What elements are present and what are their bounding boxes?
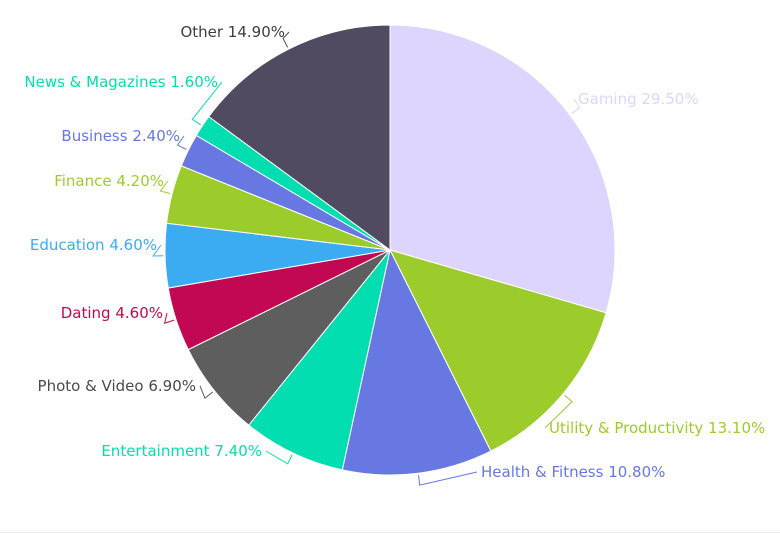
- leader-line: [544, 394, 573, 429]
- leader-lines: [152, 31, 581, 486]
- slice-label: Dating 4.60%: [61, 304, 163, 322]
- leader-line: [418, 471, 478, 486]
- slice-label: Entertainment 7.40%: [101, 442, 262, 460]
- leader-line: [199, 385, 214, 400]
- pie-slice-health-fitness: [341, 248, 492, 476]
- bottom-divider: [0, 532, 780, 533]
- pie-slice-utility-productivity: [389, 249, 607, 452]
- pie-slice-entertainment: [248, 249, 391, 471]
- leader-line: [159, 180, 171, 194]
- leader-line: [265, 450, 293, 465]
- slice-label: Other 14.90%: [180, 23, 285, 41]
- slice-labels: Gaming 29.50% Utility & Productivity 13.1…: [24, 23, 765, 481]
- leader-line: [571, 98, 581, 115]
- slice-label: Gaming 29.50%: [578, 90, 699, 108]
- slice-label: Finance 4.20%: [54, 172, 164, 190]
- slice-label: Business 2.40%: [61, 127, 180, 145]
- leader-line: [163, 312, 175, 324]
- slice-label: News & Magazines 1.60%: [24, 73, 218, 91]
- leader-line: [152, 244, 164, 257]
- pie-slice-other: [208, 24, 391, 251]
- pie-slice-gaming: [389, 24, 616, 314]
- slice-label: Health & Fitness 10.80%: [481, 463, 665, 481]
- leader-line: [282, 31, 290, 48]
- slice-label: Photo & Video 6.90%: [38, 377, 196, 395]
- leader-line: [176, 135, 187, 150]
- pie-slices: [164, 24, 616, 476]
- slice-label: Utility & Productivity 13.10%: [549, 419, 765, 437]
- leader-line: [191, 81, 223, 126]
- slice-label: Education 4.60%: [30, 236, 157, 254]
